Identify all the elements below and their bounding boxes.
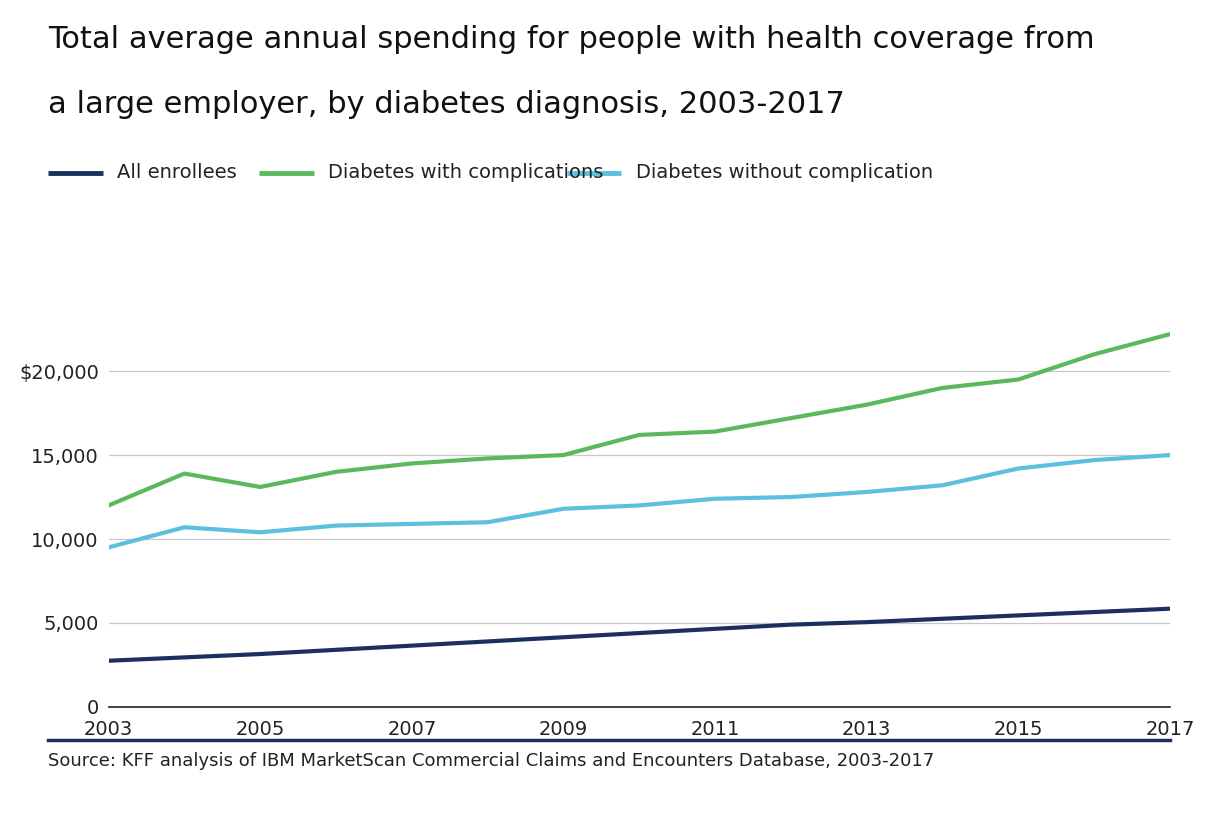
Diabetes with complications bbox=[177, 469, 192, 478]
Diabetes without complication bbox=[404, 519, 418, 529]
All enrollees bbox=[404, 640, 418, 650]
All enrollees bbox=[177, 653, 192, 663]
Diabetes with complications bbox=[784, 413, 798, 423]
All enrollees bbox=[253, 649, 268, 659]
All enrollees bbox=[480, 636, 494, 646]
All enrollees bbox=[1011, 611, 1025, 621]
Text: Source: KFF analysis of IBM MarketScan Commercial Claims and Encounters Database: Source: KFF analysis of IBM MarketScan C… bbox=[48, 752, 935, 770]
Text: a large employer, by diabetes diagnosis, 2003-2017: a large employer, by diabetes diagnosis,… bbox=[48, 90, 845, 119]
All enrollees bbox=[860, 617, 874, 627]
All enrollees bbox=[1087, 607, 1101, 617]
Diabetes with complications bbox=[1087, 349, 1101, 359]
Diabetes without complication bbox=[1087, 455, 1101, 465]
Diabetes without complication bbox=[860, 487, 874, 497]
Diabetes without complication bbox=[708, 494, 722, 504]
Diabetes with complications bbox=[101, 501, 116, 510]
All enrollees bbox=[632, 628, 646, 638]
Diabetes with complications bbox=[556, 450, 570, 460]
Line: All enrollees: All enrollees bbox=[109, 609, 1170, 661]
Text: All enrollees: All enrollees bbox=[117, 163, 236, 182]
Text: Diabetes with complications: Diabetes with complications bbox=[328, 163, 603, 182]
All enrollees bbox=[784, 620, 798, 630]
All enrollees bbox=[101, 656, 116, 666]
Diabetes with complications bbox=[632, 430, 646, 440]
Diabetes without complication bbox=[1011, 464, 1025, 473]
Text: Diabetes without complication: Diabetes without complication bbox=[636, 163, 932, 182]
Diabetes with complications bbox=[935, 383, 949, 393]
Diabetes without complication bbox=[101, 543, 116, 552]
Diabetes with complications bbox=[708, 427, 722, 436]
Line: Diabetes with complications: Diabetes with complications bbox=[109, 335, 1170, 506]
Diabetes with complications bbox=[329, 467, 344, 477]
Diabetes without complication bbox=[632, 501, 646, 510]
Diabetes without complication bbox=[935, 480, 949, 490]
Diabetes with complications bbox=[1011, 375, 1025, 385]
Diabetes without complication bbox=[329, 520, 344, 530]
Diabetes without complication bbox=[1163, 450, 1177, 460]
Diabetes with complications bbox=[253, 482, 268, 492]
Diabetes with complications bbox=[860, 399, 874, 409]
Diabetes without complication bbox=[556, 504, 570, 514]
All enrollees bbox=[556, 632, 570, 642]
Diabetes with complications bbox=[480, 454, 494, 464]
All enrollees bbox=[708, 624, 722, 634]
Diabetes without complication bbox=[253, 528, 268, 538]
Diabetes without complication bbox=[480, 517, 494, 527]
Diabetes with complications bbox=[404, 459, 418, 469]
Diabetes without complication bbox=[177, 522, 192, 532]
All enrollees bbox=[935, 614, 949, 624]
Diabetes without complication bbox=[784, 492, 798, 502]
Diabetes with complications bbox=[1163, 330, 1177, 339]
All enrollees bbox=[1163, 604, 1177, 614]
All enrollees bbox=[329, 645, 344, 655]
Text: Total average annual spending for people with health coverage from: Total average annual spending for people… bbox=[48, 25, 1095, 53]
Line: Diabetes without complication: Diabetes without complication bbox=[109, 455, 1170, 547]
